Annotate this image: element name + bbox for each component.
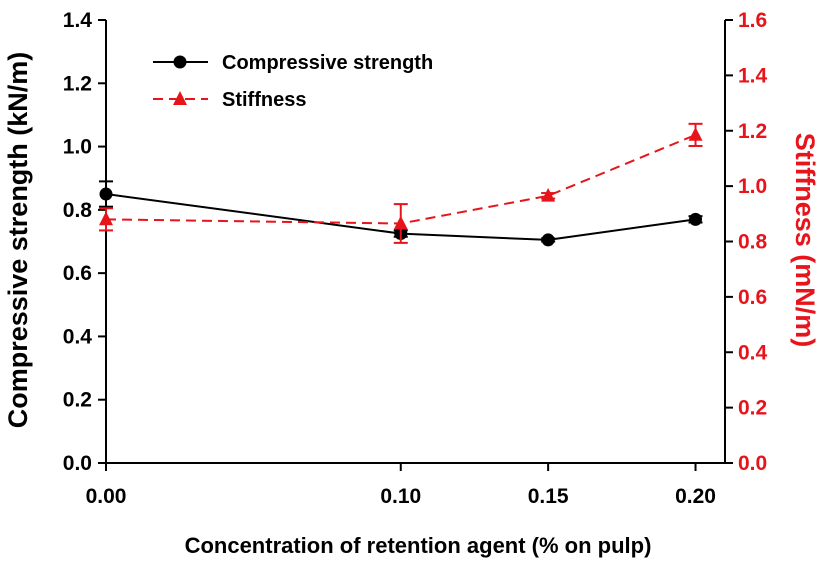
data-point (688, 127, 703, 141)
legend-item: Stiffness (153, 89, 306, 111)
y-left-tick-label: 1.0 (63, 136, 92, 159)
x-axis-title: Concentration of retention agent (% on p… (185, 533, 652, 558)
series-line (105, 193, 696, 241)
x-tick-label: 0.10 (380, 485, 421, 508)
legend-label: Compressive strength (222, 52, 433, 74)
y-axis-left-title: Compressive strength (kN/m) (3, 52, 33, 429)
series-stiffness (99, 122, 703, 244)
y-right-tick-label: 1.6 (738, 9, 767, 32)
legend-marker (173, 91, 187, 105)
x-tick-label: 0.15 (528, 485, 569, 508)
y-right-tick-label: 0.2 (738, 397, 767, 420)
y-left-tick-label: 0.0 (63, 452, 92, 475)
legend-item: Compressive strength (153, 52, 433, 74)
series-line (105, 133, 696, 225)
y-left-tick-label: 0.6 (63, 262, 92, 285)
ticks: 0.00 0.10 0.15 0.20 0.0 0.2 0.4 0.6 0.8 1.0 1.2 1.4… (63, 9, 768, 508)
legend-label: Stiffness (222, 89, 306, 111)
data-point (99, 211, 113, 226)
data-point (541, 233, 555, 247)
y-left-tick-label: 1.4 (63, 9, 93, 32)
plot-area (99, 122, 703, 247)
data-point (689, 212, 703, 226)
y-right-tick-label: 0.8 (738, 231, 768, 254)
y-right-tick-label: 0.0 (738, 452, 767, 475)
data-point (393, 215, 408, 230)
y-right-tick-label: 1.4 (738, 64, 768, 87)
x-tick-label: 0.20 (675, 485, 716, 508)
y-right-tick-label: 1.2 (738, 120, 767, 143)
y-right-tick-label: 0.6 (738, 286, 767, 309)
y-right-tick-label: 0.4 (738, 341, 768, 364)
data-point (99, 187, 113, 201)
y-left-tick-label: 1.2 (63, 72, 92, 95)
y-axis-right-title: Stiffness (mN/m) (790, 133, 820, 348)
legend-marker (173, 55, 187, 69)
y-left-tick-label: 0.2 (63, 389, 92, 412)
y-left-tick-label: 0.4 (63, 325, 93, 348)
legend: Compressive strength Stiffness (153, 52, 433, 111)
y-left-tick-label: 0.8 (63, 199, 93, 222)
axes (105, 20, 726, 464)
y-right-tick-label: 1.0 (738, 175, 767, 198)
data-point (541, 188, 556, 202)
x-tick-label: 0.00 (86, 485, 127, 508)
